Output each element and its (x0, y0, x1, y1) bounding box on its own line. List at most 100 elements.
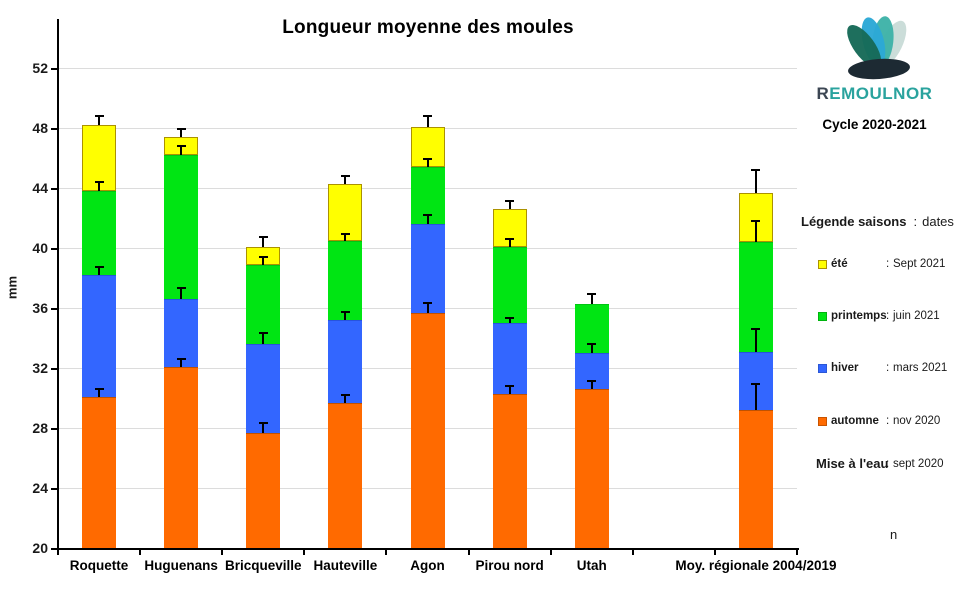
error-whisker-cap (751, 383, 761, 385)
legend-item-été: été: Sept 2021 (818, 258, 958, 272)
legend-header: Légende saisons: dates (801, 214, 959, 229)
error-whisker-stem (426, 302, 429, 313)
error-whisker-cap (258, 332, 268, 334)
x-tick (385, 548, 388, 555)
error-whisker-cap (423, 302, 432, 304)
bar-segment-hiver (410, 224, 445, 313)
legend-colon: : (886, 258, 890, 270)
x-tick-label: Roquette (69, 558, 129, 573)
legend-colon: : (886, 362, 890, 374)
x-tick (549, 548, 552, 555)
error-whisker-cap (505, 200, 515, 202)
y-tick (51, 247, 57, 250)
error-whisker-stem (98, 180, 101, 191)
error-whisker-stem (180, 287, 183, 299)
legend-item-printemps: printemps: juin 2021 (818, 310, 958, 324)
error-whisker-cap (340, 233, 350, 235)
bar-segment-automne (246, 432, 281, 548)
error-whisker-cap (587, 293, 597, 295)
gridline (58, 67, 797, 69)
y-tick (51, 307, 57, 310)
y-tick-label: 48 (32, 120, 48, 136)
logo-base-shell (848, 58, 910, 80)
error-whisker-cap (94, 114, 104, 117)
error-whisker-stem (508, 237, 511, 247)
error-whisker-stem (590, 293, 593, 304)
y-tick-label: 44 (32, 180, 48, 196)
error-whisker-stem (754, 383, 757, 410)
bar-segment-hiver (492, 323, 527, 394)
error-whisker-stem (180, 144, 183, 155)
logo-letter-first: R (816, 84, 830, 103)
legend-item-hiver: hiver: mars 2021 (818, 362, 958, 376)
mise-date: sept 2020 (893, 458, 944, 470)
error-whisker-cap (751, 327, 761, 330)
bar-segment-printemps (82, 191, 117, 275)
legend-swatch-été (818, 260, 827, 269)
x-tick-label: Bricqueville (225, 558, 302, 573)
x-tick-label: Pirou nord (475, 558, 544, 573)
y-tick-label: 52 (32, 60, 48, 76)
legend-key: automne (831, 415, 879, 427)
error-whisker-cap (505, 384, 515, 387)
x-tick-label: Utah (576, 558, 607, 573)
bar-segment-printemps (164, 155, 199, 299)
error-whisker-stem (344, 393, 347, 403)
error-whisker-stem (262, 422, 265, 433)
legend-header-value: dates (922, 214, 954, 229)
y-tick (51, 367, 57, 370)
error-whisker-stem (98, 266, 101, 275)
x-tick (221, 548, 224, 555)
remoulnor-logo-icon (833, 4, 937, 86)
legend-header-colon: : (913, 214, 918, 229)
bar-segment-automne (328, 402, 363, 548)
error-whisker-cap (94, 266, 104, 268)
bar-segment-printemps (492, 246, 527, 323)
error-whisker-stem (98, 387, 101, 397)
error-whisker-stem (590, 342, 593, 353)
error-whisker-stem (426, 114, 429, 127)
error-whisker-stem (590, 380, 593, 389)
bar-segment-automne (738, 410, 773, 548)
x-axis (56, 548, 799, 550)
error-whisker-stem (262, 236, 265, 247)
x-tick-label: Agon (410, 558, 445, 573)
error-whisker-stem (754, 168, 757, 193)
bar-segment-printemps (246, 264, 281, 344)
logo-petal (847, 25, 882, 68)
mise-colon: : (886, 458, 890, 470)
x-tick (139, 548, 142, 555)
y-tick-label: 36 (32, 300, 48, 316)
error-whisker-cap (176, 128, 186, 130)
bar-segment-été (328, 183, 363, 241)
error-whisker-cap (751, 168, 761, 171)
y-tick (51, 547, 57, 550)
error-whisker-cap (751, 219, 761, 222)
x-tick (631, 548, 634, 555)
error-whisker-cap (587, 342, 597, 345)
error-whisker-cap (258, 255, 268, 258)
error-whisker-cap (94, 387, 104, 390)
x-tick-label: Hauteville (313, 558, 378, 573)
bar-segment-printemps (328, 240, 363, 320)
legend-date: mars 2021 (893, 362, 948, 374)
bar-segment-automne (82, 396, 117, 548)
error-whisker-stem (344, 174, 347, 184)
bar-segment-automne (164, 366, 199, 548)
legend-item-automne: automne: nov 2020 (818, 415, 958, 429)
error-whisker-stem (508, 317, 511, 323)
bar-segment-hiver (328, 320, 363, 403)
x-tick-label: Huguenans (144, 558, 218, 573)
x-tick-label: Moy. régionale 2004/2019 (675, 558, 837, 573)
logo-wordmark: REMOULNOR (790, 84, 959, 104)
legend-date: nov 2020 (893, 415, 941, 427)
error-whisker-cap (340, 311, 350, 313)
y-tick-label: 28 (32, 420, 48, 436)
error-whisker-stem (262, 255, 265, 265)
error-whisker-cap (423, 114, 432, 117)
error-whisker-stem (262, 332, 265, 344)
legend-colon: : (886, 310, 890, 322)
legend-key: hiver (831, 362, 859, 374)
error-whisker-cap (258, 236, 268, 238)
legend-date: juin 2021 (893, 310, 940, 322)
